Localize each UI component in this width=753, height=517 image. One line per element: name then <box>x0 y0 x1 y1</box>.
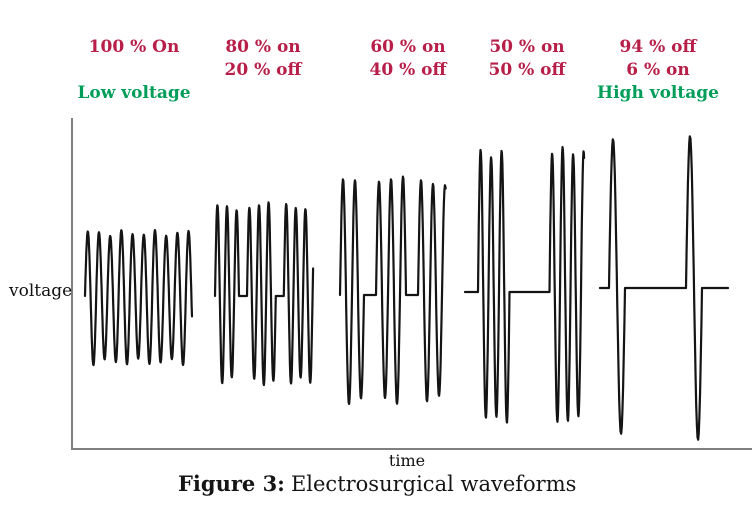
figure-caption-text: Electrosurgical waveforms <box>290 472 577 496</box>
duty-cycle-lines: 60 % on 40 % off <box>370 36 447 82</box>
duty-label-column: 94 % off 6 % on High voltage <box>597 36 719 104</box>
duty-cycle-label: 60 % on <box>370 37 446 57</box>
waveform-trace-1 <box>83 229 194 367</box>
figure-caption: Figure 3: Electrosurgical waveforms <box>178 471 576 496</box>
duty-label-column: 60 % on 40 % off <box>370 36 447 82</box>
waveform-trace-5 <box>598 135 730 441</box>
duty-cycle-lines: 100 % On <box>77 36 190 82</box>
waveform-trace-4 <box>463 146 586 424</box>
duty-cycle-label: 50 % off <box>488 60 566 80</box>
duty-cycle-label: 100 % On <box>88 37 180 57</box>
waveform-traces <box>83 135 730 441</box>
waveform-trace-2 <box>213 201 315 387</box>
duty-cycle-label: 94 % off <box>619 37 697 57</box>
duty-label-column: 80 % on 20 % off <box>225 36 302 82</box>
duty-cycle-label: 40 % off <box>369 60 447 80</box>
duty-label-column: 50 % on 50 % off <box>489 36 566 82</box>
duty-label-column: 100 % On Low voltage <box>77 36 190 104</box>
waveform-trace-3 <box>338 175 447 405</box>
duty-cycle-label: 50 % on <box>489 37 565 57</box>
duty-cycle-label: 6 % on <box>626 60 690 80</box>
x-axis-label: time <box>388 451 426 470</box>
duty-cycle-label: 20 % off <box>224 60 302 80</box>
y-axis-label: voltage <box>9 281 73 301</box>
duty-cycle-label: 80 % on <box>225 37 301 57</box>
voltage-note-label: High voltage <box>597 83 719 103</box>
voltage-note-label: Low voltage <box>77 83 191 103</box>
duty-cycle-lines: 94 % off 6 % on <box>597 36 719 82</box>
figure-caption-label: Figure 3: <box>178 471 285 496</box>
duty-cycle-lines: 80 % on 20 % off <box>225 36 302 82</box>
duty-cycle-lines: 50 % on 50 % off <box>489 36 566 82</box>
